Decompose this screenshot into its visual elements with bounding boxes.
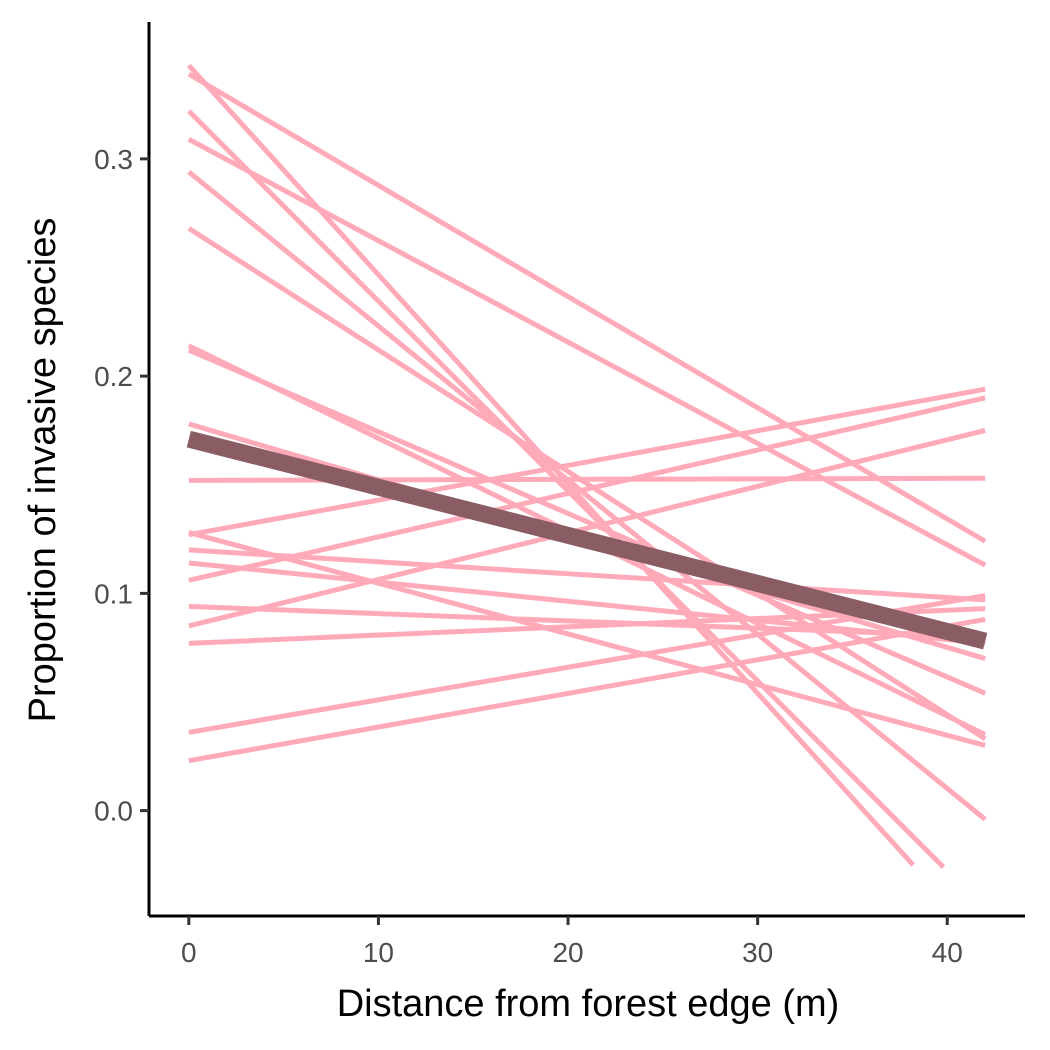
group-trend-line-17 (188, 428, 986, 629)
group-trend-line-5 (187, 137, 987, 568)
group-trend-line-19 (188, 593, 986, 735)
group-trend-line-12 (188, 386, 986, 538)
x-tick-label: 30 (742, 937, 773, 968)
group-trend-line-8 (187, 347, 987, 696)
group-trend-line-15 (188, 395, 986, 583)
y-axis-title: Proportion of invasive species (22, 218, 64, 723)
group-trend-line-11 (188, 530, 986, 748)
x-tick-label: 0 (181, 937, 197, 968)
group-trend-line-20 (188, 616, 986, 764)
group-trend-line-16 (188, 603, 986, 640)
group-trend-line-13 (188, 547, 986, 603)
x-axis-ticks: 0 10 20 30 40 (181, 916, 963, 968)
y-tick-label: 0.1 (94, 578, 133, 609)
x-axis-title: Distance from forest edge (m) (337, 983, 840, 1025)
overall-trend-line (186, 430, 988, 650)
group-trend-line-2 (187, 109, 946, 869)
y-tick-label: 0.2 (94, 361, 133, 392)
x-tick-label: 20 (552, 937, 583, 968)
y-axis-ticks: 0.0 0.1 0.2 0.3 (94, 144, 149, 827)
x-tick-label: 10 (363, 937, 394, 968)
y-tick-label: 0.3 (94, 144, 133, 175)
x-tick-label: 40 (932, 937, 963, 968)
group-trend-line-3 (187, 169, 987, 822)
series-lines (186, 63, 988, 869)
group-trend-line-6 (187, 226, 987, 742)
group-trend-line-10 (188, 475, 986, 483)
y-tick-label: 0.0 (94, 796, 133, 827)
